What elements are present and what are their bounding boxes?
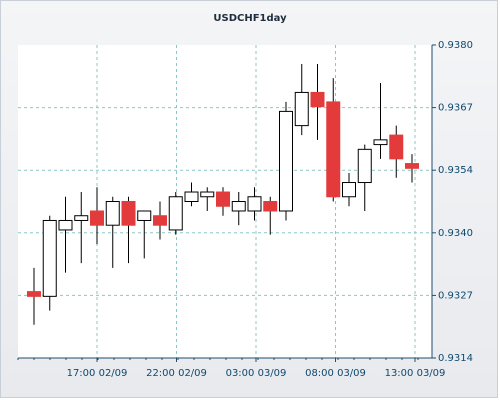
candle-body-down (27, 291, 41, 297)
candle-body-up (184, 191, 199, 202)
candle-body-up (357, 148, 372, 184)
candle-body-up (105, 201, 120, 226)
y-tick-label: 0.9354 (438, 165, 473, 176)
axes (17, 44, 436, 362)
candle-body-up (200, 191, 215, 198)
candle-body-down (389, 134, 404, 160)
chart-title: USDCHF1day (213, 13, 287, 24)
candle-body-up (137, 210, 152, 221)
candle-body-up (58, 219, 73, 231)
y-tick-label: 0.9340 (438, 228, 473, 239)
candle-body-down (310, 91, 325, 108)
candle-body-down (326, 101, 341, 198)
y-tick-label: 0.9367 (438, 103, 473, 114)
candle-body-down (121, 201, 136, 226)
candle-body-down (405, 163, 419, 169)
candle-body-up (168, 196, 183, 231)
candle-body-down (90, 210, 104, 226)
y-tick-label: 0.9314 (438, 353, 473, 364)
candle-body-up (342, 182, 356, 198)
candle-body-down (263, 201, 278, 212)
candle-body-down (216, 191, 230, 207)
candle-body-up (42, 219, 57, 297)
candle-body-up (74, 215, 89, 221)
candle-body-down (153, 215, 167, 226)
candle-body-up (247, 196, 262, 212)
candle-body-up (231, 201, 246, 212)
candles (27, 63, 419, 325)
x-tick-label: 03:00 03/09 (226, 368, 287, 379)
x-tick-labels: 17:00 02/09 22:00 02/09 03:00 03/09 08:00 0… (67, 368, 446, 379)
candle-body-up (279, 110, 293, 212)
x-tick-label: 08:00 03/09 (305, 368, 366, 379)
candle-body-up (294, 91, 309, 127)
y-tick-label: 0.9380 (438, 40, 473, 51)
x-tick-label: 22:00 02/09 (146, 368, 207, 379)
candle-body-up (373, 139, 388, 146)
x-tick-label: 13:00 03/09 (385, 368, 446, 379)
y-tick-label: 0.9327 (438, 290, 473, 301)
x-tick-label: 17:00 02/09 (67, 368, 128, 379)
y-tick-labels: 0.9380 0.9367 0.9354 0.9340 0.9327 0.9314 (438, 40, 473, 364)
